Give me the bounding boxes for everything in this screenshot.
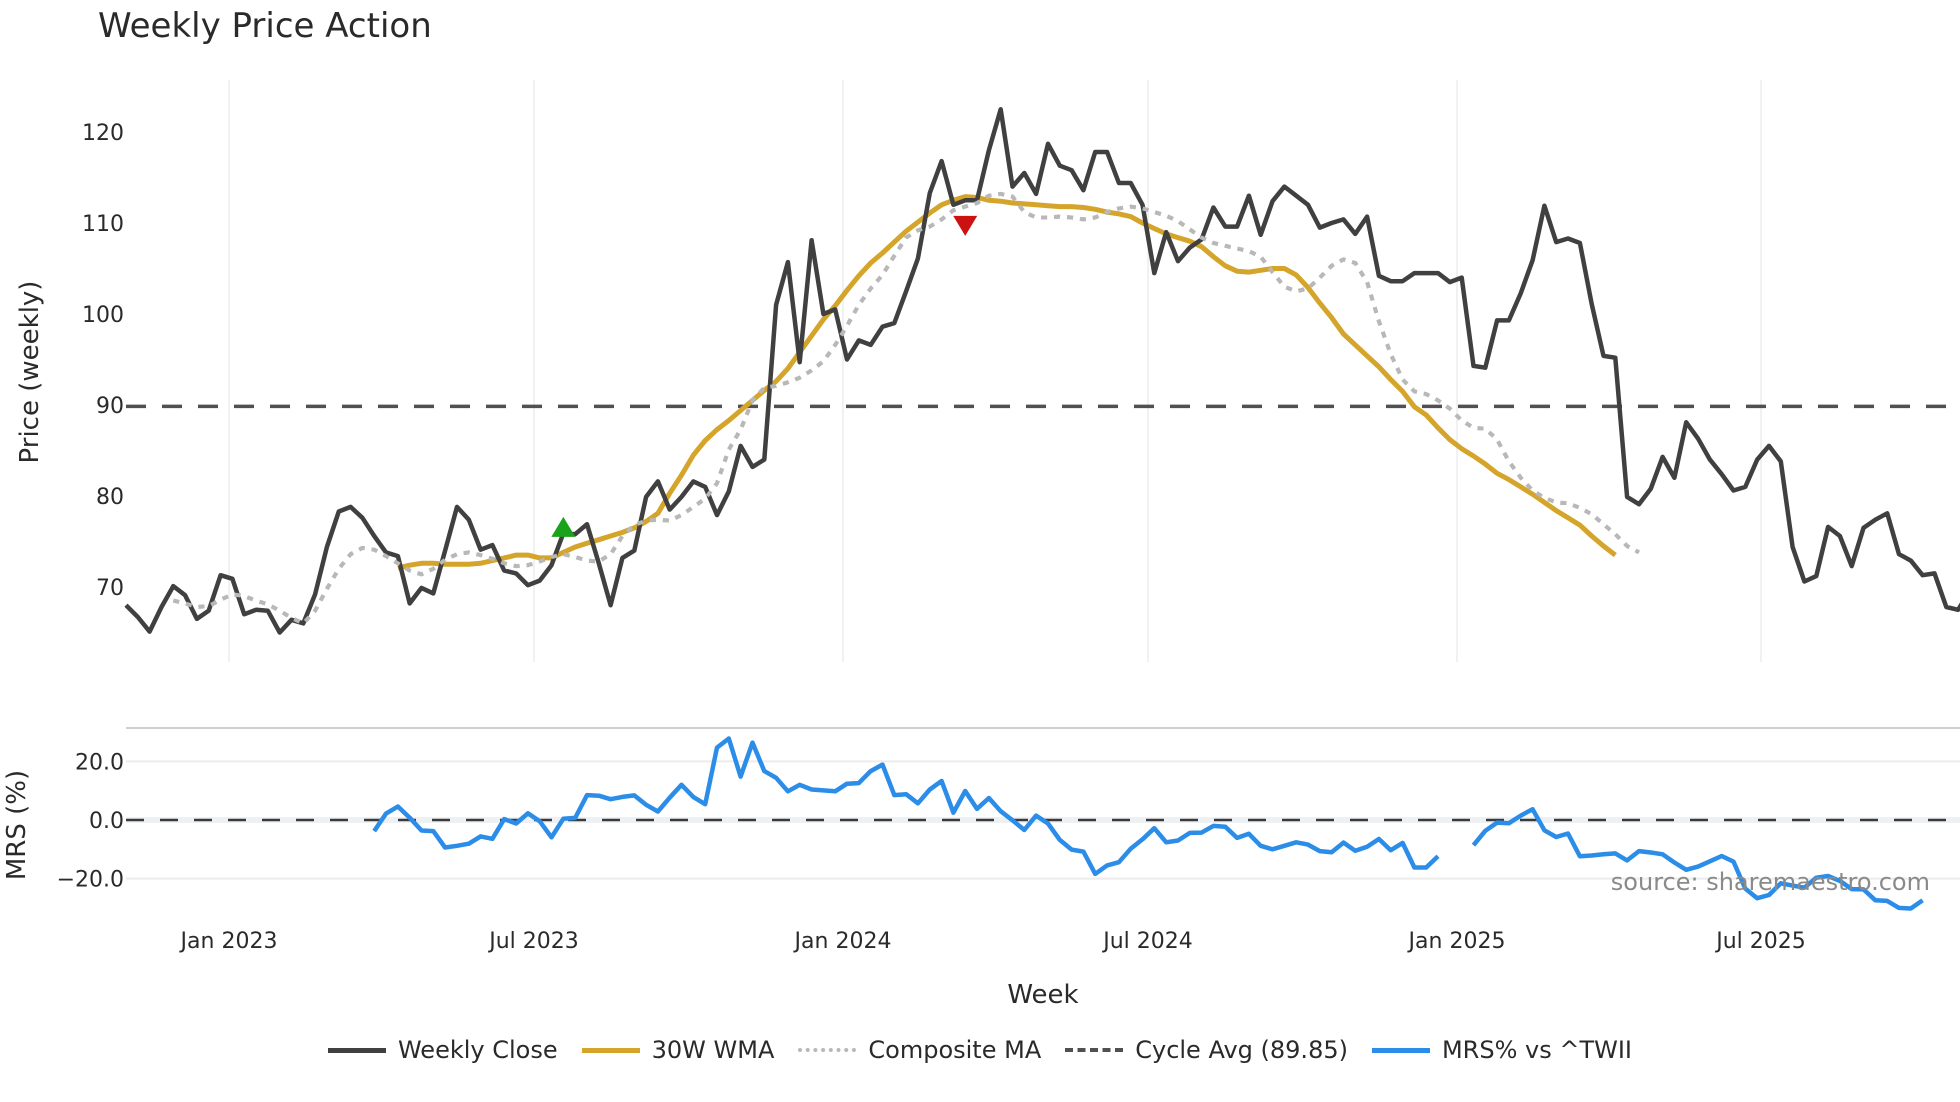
wma-line xyxy=(397,194,1617,571)
mrs-line xyxy=(372,736,1924,911)
signal-markers xyxy=(551,215,978,537)
legend-label: Cycle Avg (89.85) xyxy=(1135,1036,1348,1064)
legend-item[interactable]: Weekly Close xyxy=(327,1036,558,1064)
x-axis-title: Week xyxy=(1007,980,1078,1010)
legend-label: Weekly Close xyxy=(397,1036,558,1064)
x-tick-label: Jul 2025 xyxy=(1714,929,1806,954)
mrs-tick-label: 0.0 xyxy=(89,809,124,834)
legend-label: 30W WMA xyxy=(651,1036,775,1064)
grid-lines xyxy=(126,80,1960,880)
y-tick-label: 80 xyxy=(96,485,124,510)
y-tick-label: 120 xyxy=(82,121,124,146)
legend-swatch-icon xyxy=(798,1048,857,1052)
x-tick-label: Jul 2024 xyxy=(1101,929,1193,954)
buy-signal-marker xyxy=(551,516,576,537)
mrs-tick-label: −20.0 xyxy=(57,868,124,893)
legend-swatch-icon xyxy=(1371,1047,1430,1053)
y-tick-label: 100 xyxy=(82,303,124,328)
legend-swatch-icon xyxy=(327,1047,386,1053)
legend-item[interactable]: MRS% vs ^TWII xyxy=(1371,1036,1633,1064)
price-series xyxy=(124,107,1960,635)
legend-label: MRS% vs ^TWII xyxy=(1441,1036,1633,1064)
price-y-axis: 70 80 90 100 110 120 xyxy=(82,121,124,601)
x-tick-label: Jul 2023 xyxy=(487,929,579,954)
mrs-tick-label: 20.0 xyxy=(75,750,124,775)
mrs-series xyxy=(126,736,1960,911)
x-tick-label: Jan 2024 xyxy=(793,929,892,954)
composite-ma-line-overlay xyxy=(172,191,1640,626)
legend-swatch-icon xyxy=(581,1047,640,1053)
x-axis: Jan 2023 Jul 2023 Jan 2024 Jul 2024 Jan 2025… xyxy=(179,929,1806,954)
legend-swatch-icon xyxy=(1065,1048,1124,1052)
chart-title: Weekly Price Action xyxy=(98,6,432,46)
mrs-axis-title: MRS (%) xyxy=(2,770,32,880)
y-tick-label: 90 xyxy=(96,394,124,419)
legend-item[interactable]: Cycle Avg (89.85) xyxy=(1065,1036,1348,1064)
legend-label: Composite MA xyxy=(868,1036,1042,1064)
legend-item[interactable]: Composite MA xyxy=(798,1036,1041,1064)
chart-legend: Weekly Close 30W WMA Composite MA Cycle Avg… xyxy=(0,1036,1960,1064)
source-watermark: source: sharemaestro.com xyxy=(1611,868,1930,896)
x-tick-label: Jan 2023 xyxy=(179,929,278,954)
y-tick-label: 70 xyxy=(96,576,124,601)
x-tick-label: Jan 2025 xyxy=(1407,929,1506,954)
mrs-y-axis: 20.0 0.0 −20.0 xyxy=(57,750,124,892)
sell-signal-marker xyxy=(953,215,978,236)
price-axis-title: Price (weekly) xyxy=(15,281,45,464)
legend-item[interactable]: 30W WMA xyxy=(581,1036,775,1064)
y-tick-label: 110 xyxy=(82,212,124,237)
weekly-close-line xyxy=(124,107,1960,635)
